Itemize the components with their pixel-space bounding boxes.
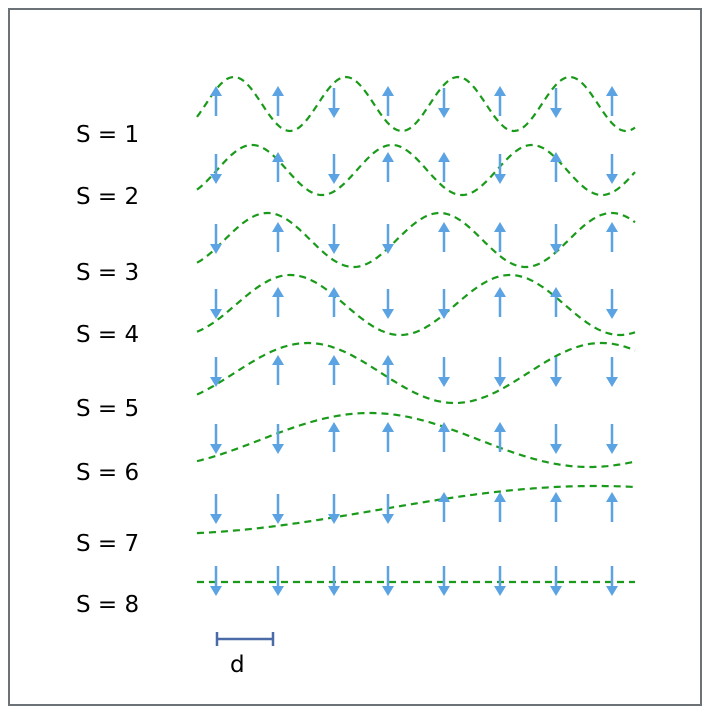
- spin-up-arrow: [438, 222, 450, 252]
- spin-down-arrow: [550, 566, 562, 596]
- spin-down-arrow: [210, 494, 222, 524]
- spin-up-arrow: [494, 86, 506, 116]
- rows-group: S = 1 S = 2 S = 3 S = 4 S = 5 S = 6 S = 7 S = 8: [76, 75, 636, 618]
- spin-down-arrow: [328, 566, 340, 596]
- spin-down-arrow: [606, 154, 618, 184]
- spin-up-arrow: [606, 222, 618, 252]
- row-label: S = 8: [76, 592, 139, 618]
- row-s6: S = 6: [76, 411, 636, 486]
- spin-up-arrow: [438, 492, 450, 522]
- row-s1: S = 1: [76, 75, 636, 148]
- spin-up-arrow: [382, 86, 394, 116]
- spin-up-arrow: [494, 492, 506, 522]
- spin-up-arrow: [494, 222, 506, 252]
- spin-down-arrow: [328, 224, 340, 254]
- spin-down-arrow: [210, 289, 222, 319]
- spin-down-arrow: [606, 357, 618, 387]
- spin-down-arrow: [210, 357, 222, 387]
- spin-down-arrow: [272, 566, 284, 596]
- spin-down-arrow: [550, 88, 562, 118]
- spin-up-arrow: [382, 355, 394, 385]
- spin-down-arrow: [382, 566, 394, 596]
- spin-down-arrow: [550, 224, 562, 254]
- spin-up-arrow: [382, 422, 394, 452]
- spin-up-arrow: [210, 86, 222, 116]
- spin-down-arrow: [606, 566, 618, 596]
- wave-line: [196, 341, 636, 405]
- spin-down-arrow: [210, 424, 222, 454]
- row-s4: S = 4: [76, 273, 636, 348]
- spin-down-arrow: [494, 566, 506, 596]
- spin-up-arrow: [272, 355, 284, 385]
- spin-down-arrow: [328, 154, 340, 184]
- spin-up-arrow: [328, 355, 340, 385]
- row-s2: S = 2: [76, 143, 636, 210]
- spacing-label: d: [230, 652, 245, 678]
- row-s3: S = 3: [76, 211, 636, 286]
- spin-down-arrow: [550, 424, 562, 454]
- row-label: S = 1: [76, 122, 139, 148]
- spin-up-arrow: [272, 222, 284, 252]
- row-s8: S = 8: [76, 566, 635, 618]
- wave-line: [196, 484, 636, 535]
- spin-up-arrow: [550, 152, 562, 182]
- wave-line: [196, 211, 636, 269]
- row-label: S = 3: [76, 260, 139, 286]
- spin-down-arrow: [272, 494, 284, 524]
- spin-down-arrow: [438, 566, 450, 596]
- spin-up-arrow: [382, 152, 394, 182]
- wave-line: [196, 143, 636, 197]
- row-label: S = 7: [76, 531, 139, 557]
- spin-down-arrow: [494, 357, 506, 387]
- spin-down-arrow: [438, 88, 450, 118]
- spin-up-arrow: [328, 422, 340, 452]
- spin-up-arrow: [550, 287, 562, 317]
- row-s5: S = 5: [76, 341, 636, 422]
- row-label: S = 2: [76, 184, 139, 210]
- spin-down-arrow: [382, 224, 394, 254]
- spin-down-arrow: [272, 424, 284, 454]
- spin-up-arrow: [328, 287, 340, 317]
- spin-down-arrow: [382, 494, 394, 524]
- row-s7: S = 7: [76, 484, 636, 557]
- spin-down-arrow: [210, 566, 222, 596]
- spin-up-arrow: [272, 86, 284, 116]
- spin-up-arrow: [272, 152, 284, 182]
- spin-down-arrow: [328, 88, 340, 118]
- spin-down-arrow: [606, 424, 618, 454]
- spin-down-arrow: [438, 289, 450, 319]
- spin-down-arrow: [438, 357, 450, 387]
- spin-down-arrow: [550, 357, 562, 387]
- wave-line: [196, 273, 636, 337]
- spin-down-arrow: [606, 289, 618, 319]
- wave-line: [196, 411, 636, 469]
- spin-down-arrow: [328, 494, 340, 524]
- spin-up-arrow: [494, 422, 506, 452]
- spin-down-arrow: [382, 289, 394, 319]
- spin-up-arrow: [272, 287, 284, 317]
- row-label: S = 4: [76, 322, 139, 348]
- spin-up-arrow: [606, 86, 618, 116]
- row-label: S = 5: [76, 396, 139, 422]
- row-label: S = 6: [76, 460, 139, 486]
- scale-bar: d: [215, 632, 275, 678]
- spin-up-arrow: [438, 152, 450, 182]
- spin-up-arrow: [494, 287, 506, 317]
- spin-down-arrow: [210, 154, 222, 184]
- spin-up-arrow: [438, 422, 450, 452]
- spin-up-arrow: [606, 492, 618, 522]
- spin-down-arrow: [210, 224, 222, 254]
- wave-line: [196, 75, 636, 133]
- spin-up-arrow: [550, 492, 562, 522]
- spin-down-arrow: [494, 154, 506, 184]
